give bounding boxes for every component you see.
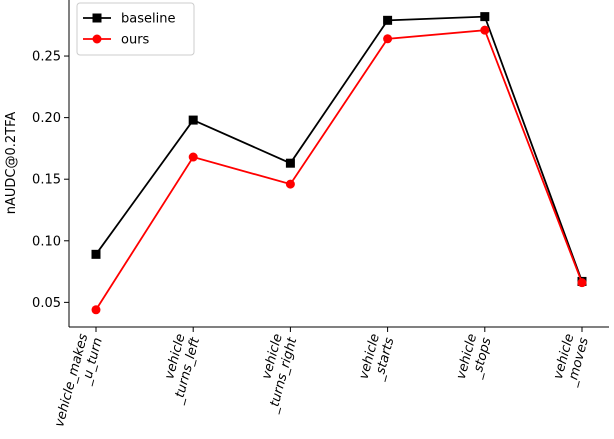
baseline-line [95,15,583,282]
legend: baseline ours [76,2,195,56]
ours-point [285,179,295,189]
baseline-point [91,249,101,259]
ours-point [577,278,587,288]
baseline-point [285,158,295,168]
ours-point [383,34,393,44]
y-tick-label: 0.25 [32,50,61,65]
x-tick-label: vehicle_moves [550,332,592,389]
x-tick-label: vehicle_turns_right [251,331,300,415]
baseline-point [480,12,490,22]
y-axis-label: nAUDC@0.2TFA [4,112,19,215]
y-tick-label: 0.15 [32,173,61,188]
ours-point [91,305,101,315]
x-tick-label: vehicle_stops [454,332,495,385]
ours-line [95,29,583,311]
baseline-legend-label: baseline [121,12,175,27]
ours-point [188,152,198,162]
x-tick-label: vehicle_starts [356,332,397,385]
baseline-legend-marker [92,13,102,23]
ours-legend-marker [92,34,102,44]
x-tick-label: vehicle_turns_left [156,331,203,406]
ours-point [480,25,490,35]
legend-box [76,2,195,56]
y-tick-label: 0.20 [32,111,61,126]
baseline-point [188,115,198,125]
series-group [91,12,587,315]
y-tick-label: 0.10 [32,234,61,249]
baseline-point [383,15,393,25]
y-tick-label: 0.05 [32,296,61,311]
x-axis-ticks: vehicle_makes_u_turn vehicle_turns_left ve… [52,327,592,432]
x-tick-label: vehicle_makes_u_turn [52,332,106,432]
ours-legend-label: ours [121,33,150,48]
y-axis-ticks: 0.05 0.10 0.15 0.20 0.25 [32,50,69,311]
